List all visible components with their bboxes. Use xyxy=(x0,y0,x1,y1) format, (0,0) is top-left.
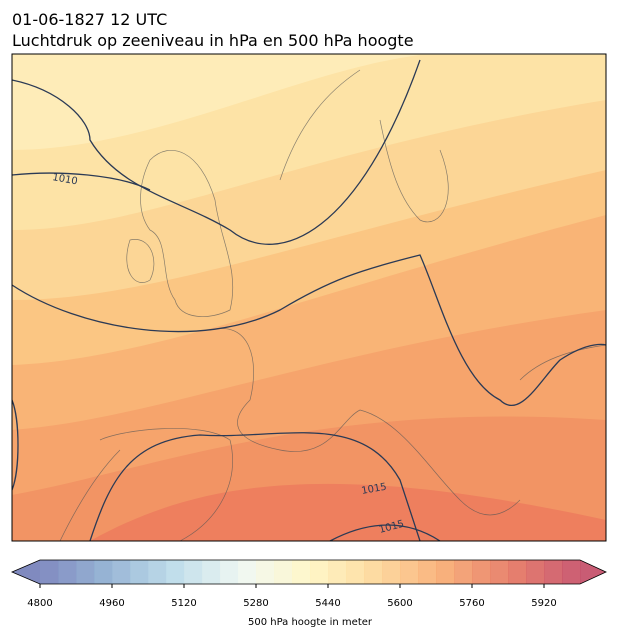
colorbar-segment xyxy=(346,560,365,584)
title: 01-06-1827 12 UTC xyxy=(12,10,167,29)
colorbar-segment xyxy=(166,560,185,584)
colorbar-segment xyxy=(562,560,581,584)
colorbar-segment xyxy=(40,560,59,584)
colorbar-segment xyxy=(238,560,257,584)
colorbar-segment xyxy=(112,560,131,584)
colorbar-tick-label: 4800 xyxy=(27,598,52,609)
colorbar-extend-low xyxy=(12,560,40,584)
colorbar-outline xyxy=(10,559,607,585)
colorbar-tick-label: 5280 xyxy=(243,598,268,609)
colorbar-segment xyxy=(184,560,203,584)
colorbar-segment xyxy=(436,560,455,584)
colorbar-segment xyxy=(274,560,293,584)
colorbar-segment xyxy=(454,560,473,584)
colorbar-segment xyxy=(490,560,509,584)
colorbar-segment xyxy=(76,560,95,584)
colorbar-segment xyxy=(94,560,113,584)
colorbar-segment xyxy=(310,560,329,584)
colorbar-segment xyxy=(526,560,545,584)
colorbar-segment xyxy=(418,560,437,584)
colorbar-segment xyxy=(382,560,401,584)
colorbar-tick-label: 5600 xyxy=(387,598,412,609)
colorbar-segment xyxy=(130,560,149,584)
colorbar-segment xyxy=(148,560,167,584)
colorbar-segment xyxy=(58,560,77,584)
colorbar-segment xyxy=(400,560,419,584)
colorbar: 4800 4960 5120 5280 5440 5600 5760 5920 xyxy=(10,559,607,609)
colorbar-tick-label: 5440 xyxy=(315,598,340,609)
isobar-label: 1015 xyxy=(361,482,388,497)
colorbar-extend-high xyxy=(580,560,606,584)
colorbar-segment xyxy=(508,560,527,584)
colorbar-segment xyxy=(472,560,491,584)
colorbar-segment xyxy=(256,560,275,584)
colorbar-segment xyxy=(328,560,347,584)
colorbar-segment xyxy=(544,560,563,584)
colorbar-tick-label: 5760 xyxy=(459,598,484,609)
colorbar-segment xyxy=(202,560,221,584)
subtitle: Luchtdruk op zeeniveau in hPa en 500 hPa… xyxy=(12,31,414,50)
colorbar-tick-label: 5920 xyxy=(531,598,556,609)
colorbar-label: 500 hPa hoogte in meter xyxy=(248,617,373,628)
map: 1010 1015 1015 xyxy=(12,54,606,541)
map-frame xyxy=(11,53,607,542)
colorbar-segment xyxy=(220,560,239,584)
colorbar-segment xyxy=(364,560,383,584)
isobar-label: 1010 xyxy=(51,172,78,187)
colorbar-segment xyxy=(292,560,311,584)
colorbar-tick-label: 5120 xyxy=(171,598,196,609)
colorbar-tick-label: 4960 xyxy=(99,598,124,609)
